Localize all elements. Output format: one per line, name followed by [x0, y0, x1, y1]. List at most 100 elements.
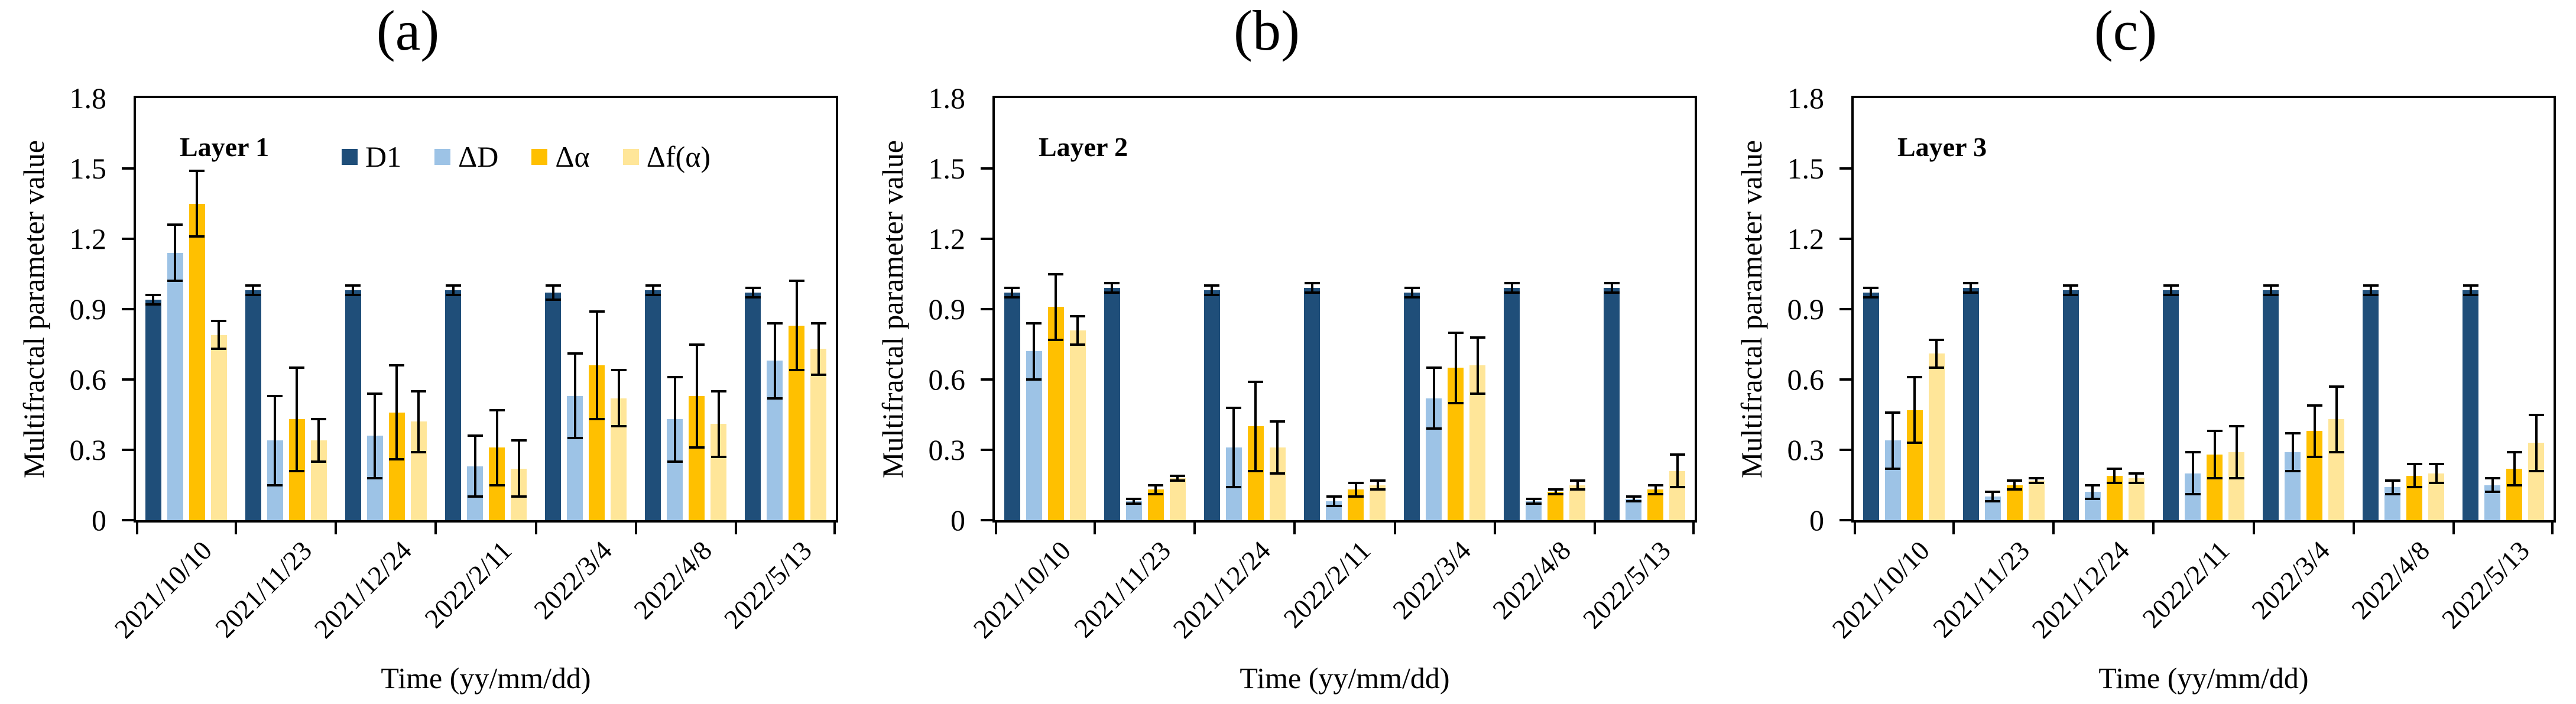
error-bar-line — [817, 323, 820, 375]
error-bar-line — [252, 286, 255, 296]
error-bar-cap-bottom — [1547, 493, 1563, 496]
error-bar-cap-top — [667, 376, 683, 379]
error-bar-line — [1033, 323, 1036, 379]
x-tick-label-text: 2021/10/10 — [967, 535, 1076, 644]
error-bar-cap-bottom — [2285, 469, 2301, 472]
error-bar-line — [2069, 286, 2072, 296]
bar-D1-2021/10/10 — [145, 300, 161, 520]
y-tick-mark — [981, 378, 992, 381]
error-bar-cap-top — [211, 319, 227, 322]
error-bar-line — [1432, 368, 1435, 429]
x-tick-label-text: 2022/5/13 — [718, 535, 817, 635]
y-tick-label: 0.9 — [69, 293, 107, 326]
error-bar-line — [1935, 339, 1938, 368]
error-bar-line — [651, 286, 654, 296]
error-bar-line — [1991, 492, 1994, 502]
error-bar-cap-top — [367, 392, 383, 395]
legend-swatch-delta-alpha — [531, 148, 548, 165]
error-bar-line — [417, 391, 420, 452]
error-bar-cap-bottom — [267, 484, 283, 486]
x-tick-mark — [2551, 523, 2554, 534]
error-bar-cap-top — [1604, 282, 1620, 285]
legend-label-delta-d: ΔD — [458, 140, 499, 173]
x-tick-mark — [535, 523, 537, 534]
error-bar-cap-top — [2085, 484, 2101, 486]
error-bar-cap-bottom — [167, 280, 183, 283]
bar-D1-2021/12/24 — [1203, 290, 1220, 520]
error-bar-cap-bottom — [2207, 476, 2223, 479]
error-bar-line — [2313, 405, 2316, 457]
bar-D1-2022/3/4 — [2263, 290, 2279, 520]
x-tick-label-text: 2022/3/4 — [2245, 535, 2335, 625]
error-bar-cap-bottom — [1626, 500, 1641, 503]
x-tick-mark — [1394, 523, 1396, 534]
error-bar-cap-top — [745, 287, 761, 290]
error-bar-cap-bottom — [1048, 338, 1064, 341]
error-bar-cap-top — [645, 284, 661, 287]
x-tick-mark — [235, 523, 237, 534]
x-tick-label-text: 2021/10/10 — [1826, 535, 1935, 644]
x-tick-label-text: 2022/5/13 — [2435, 535, 2535, 635]
y-tick-mark — [1839, 167, 1851, 170]
error-bar-cap-top — [1863, 287, 1879, 290]
error-bar-line — [2213, 431, 2216, 478]
error-bar-line — [1254, 381, 1257, 471]
error-bar-cap-top — [245, 284, 261, 287]
y-tick-mark — [981, 308, 992, 310]
x-tick-mark — [2052, 523, 2055, 534]
error-bar-line — [352, 286, 355, 296]
bar-D1-2021/12/24 — [345, 290, 361, 520]
error-bar-line — [2013, 480, 2016, 490]
error-bar-cap-top — [489, 408, 505, 411]
error-bar-cap-top — [1170, 474, 1186, 477]
error-bar-cap-bottom — [710, 455, 726, 458]
y-tick-mark — [981, 519, 992, 521]
y-tick-label: 1.5 — [69, 152, 107, 185]
x-tick-mark — [2452, 523, 2455, 534]
y-tick-mark — [1839, 519, 1851, 521]
legend-swatch-d1 — [342, 148, 358, 165]
error-bar-cap-top — [2306, 404, 2322, 407]
error-bar-cap-top — [1647, 484, 1663, 486]
error-bar-line — [1576, 480, 1579, 490]
error-bar-cap-bottom — [2228, 476, 2244, 479]
legend-item-delta-d: ΔD — [434, 142, 498, 171]
x-tick-mark — [635, 523, 637, 534]
bar-Δα-2021/10/10 — [189, 203, 205, 520]
error-bar-cap-top — [2506, 450, 2522, 453]
error-bar-cap-bottom — [311, 460, 327, 463]
bar-D1-2022/3/4 — [1404, 293, 1420, 520]
y-tick-mark — [122, 238, 134, 240]
panel-c: (c) Multifractal parameter value Layer 3… — [1718, 0, 2576, 704]
y-tick-mark — [1839, 449, 1851, 451]
error-bar-cap-top — [1547, 488, 1563, 491]
error-bar-cap-bottom — [1647, 493, 1663, 496]
x-tick-mark — [1692, 523, 1695, 534]
error-bar-cap-bottom — [1469, 392, 1485, 395]
panel-c-layer-label: Layer 3 — [1897, 132, 1987, 162]
error-bar-cap-bottom — [1426, 427, 1442, 430]
error-bar-cap-bottom — [2484, 491, 2500, 494]
error-bar-cap-top — [2484, 476, 2500, 479]
error-bar-line — [1154, 485, 1157, 495]
error-bar-cap-bottom — [1104, 291, 1120, 294]
error-bar-cap-bottom — [1504, 291, 1520, 294]
x-tick-label-text: 2022/2/11 — [1277, 535, 1377, 634]
error-bar-cap-top — [1963, 282, 1979, 285]
error-bar-cap-bottom — [2107, 481, 2123, 484]
error-bar-cap-bottom — [1985, 500, 2001, 503]
error-bar-line — [1870, 288, 1873, 298]
bar-D1-2021/10/10 — [1863, 293, 1879, 520]
error-bar-cap-top — [445, 284, 461, 287]
error-bar-cap-bottom — [1863, 296, 1879, 299]
legend: D1 ΔD Δα Δf(α) — [342, 142, 710, 171]
error-bar-line — [1332, 497, 1335, 507]
error-bar-cap-top — [689, 343, 705, 346]
bar-D1-2022/4/8 — [1504, 288, 1520, 520]
error-bar-cap-bottom — [2007, 488, 2023, 491]
x-tick-mark — [1193, 523, 1196, 534]
bar-Δf(α)-2021/10/10 — [210, 335, 227, 520]
error-bar-cap-bottom — [1226, 486, 1242, 489]
bar-Δf(α)-2021/11/23 — [2028, 480, 2045, 520]
error-bar-cap-bottom — [1204, 294, 1220, 297]
